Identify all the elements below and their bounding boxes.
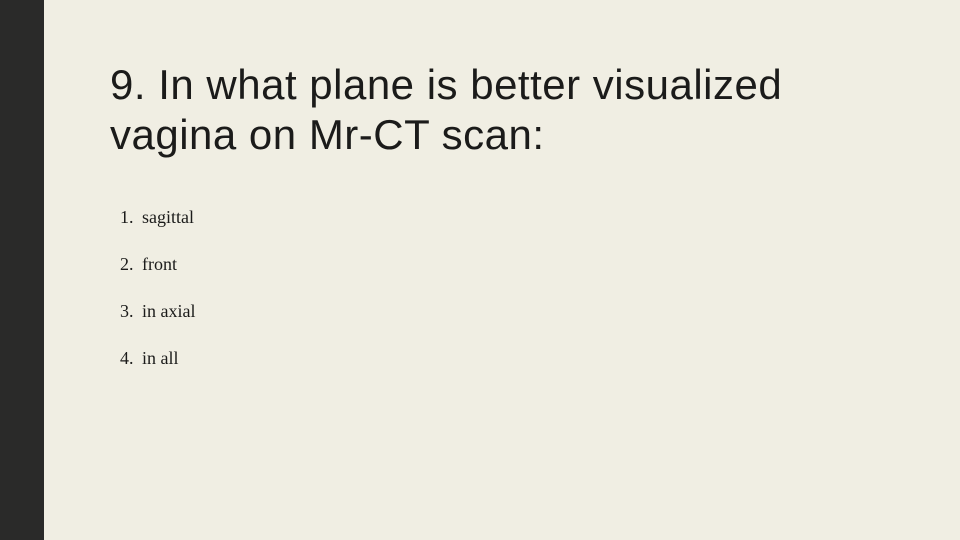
question-title: 9. In what plane is better visualized va… (110, 60, 900, 159)
slide-content: 9. In what plane is better visualized va… (110, 60, 900, 395)
list-item: front (138, 254, 900, 275)
answer-options: sagittal front in axial in all (110, 207, 900, 369)
list-item: sagittal (138, 207, 900, 228)
list-item: in axial (138, 301, 900, 322)
accent-bar-inner (30, 0, 42, 540)
list-item: in all (138, 348, 900, 369)
slide: 9. In what plane is better visualized va… (0, 0, 960, 540)
